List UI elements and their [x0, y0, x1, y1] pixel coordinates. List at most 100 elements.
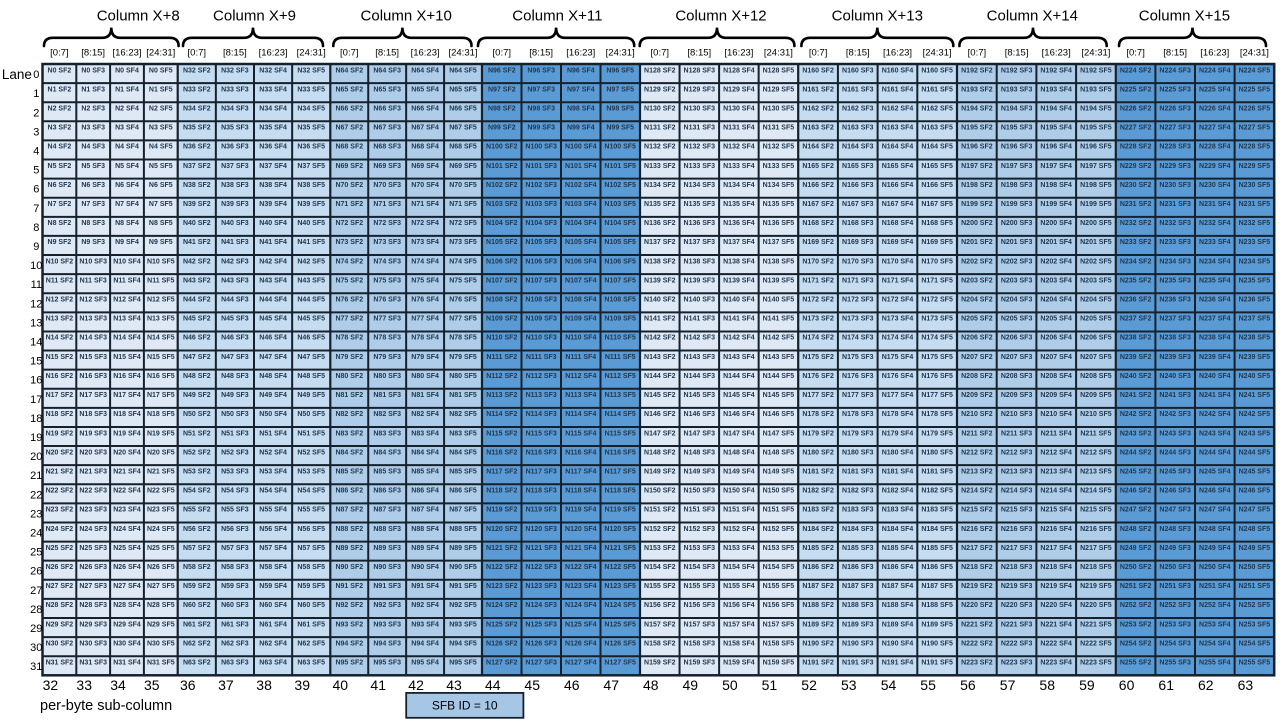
svg-text:N100 SF4: N100 SF4	[565, 144, 597, 151]
svg-text:N211 SF5: N211 SF5	[1080, 430, 1111, 437]
svg-text:N39 SF5: N39 SF5	[297, 201, 325, 208]
svg-text:N59 SF4: N59 SF4	[259, 583, 287, 590]
svg-text:N237 SF2: N237 SF2	[1120, 316, 1152, 323]
svg-text:N159 SF2: N159 SF2	[644, 660, 676, 667]
svg-text:N40 SF3: N40 SF3	[221, 220, 249, 227]
svg-text:[8:15]: [8:15]	[846, 48, 870, 59]
svg-text:N16 SF3: N16 SF3	[79, 373, 107, 380]
svg-text:N174 SF3: N174 SF3	[842, 335, 874, 342]
svg-text:N151 SF2: N151 SF2	[644, 507, 676, 514]
svg-text:N49 SF5: N49 SF5	[297, 392, 325, 399]
svg-text:N5 SF5: N5 SF5	[149, 163, 173, 170]
svg-text:N232 SF2: N232 SF2	[1120, 220, 1152, 227]
svg-text:N51 SF5: N51 SF5	[297, 430, 325, 437]
svg-text:N104 SF4: N104 SF4	[565, 220, 597, 227]
svg-text:N78 SF4: N78 SF4	[411, 335, 439, 342]
svg-text:N84 SF2: N84 SF2	[335, 449, 363, 456]
svg-text:N176 SF2: N176 SF2	[802, 373, 834, 380]
svg-text:N201 SF2: N201 SF2	[961, 239, 993, 246]
svg-text:N137 SF4: N137 SF4	[723, 239, 755, 246]
svg-text:4: 4	[33, 146, 39, 158]
svg-text:N227 SF2: N227 SF2	[1120, 125, 1152, 132]
svg-text:N204 SF2: N204 SF2	[961, 297, 993, 304]
svg-text:N148 SF2: N148 SF2	[644, 449, 676, 456]
svg-text:N179 SF4: N179 SF4	[882, 430, 914, 437]
svg-text:N233 SF2: N233 SF2	[1120, 239, 1152, 246]
svg-text:N134 SF2: N134 SF2	[644, 182, 676, 189]
svg-text:N207 SF4: N207 SF4	[1040, 354, 1072, 361]
svg-text:N249 SF2: N249 SF2	[1120, 545, 1152, 552]
svg-text:N22 SF5: N22 SF5	[147, 488, 175, 495]
svg-text:N102 SF2: N102 SF2	[486, 182, 518, 189]
svg-text:51: 51	[762, 677, 778, 693]
svg-text:N228 SF4: N228 SF4	[1199, 144, 1231, 151]
svg-text:N69 SF5: N69 SF5	[449, 163, 477, 170]
svg-text:N186 SF5: N186 SF5	[921, 564, 953, 571]
svg-text:N53 SF5: N53 SF5	[297, 469, 325, 476]
svg-text:N11 SF3: N11 SF3	[80, 277, 107, 284]
svg-text:N10 SF5: N10 SF5	[147, 258, 175, 265]
svg-text:N8 SF3: N8 SF3	[81, 220, 105, 227]
svg-text:N156 SF5: N156 SF5	[763, 602, 795, 609]
svg-text:42: 42	[408, 677, 424, 693]
svg-text:N177 SF2: N177 SF2	[802, 392, 834, 399]
svg-text:N146 SF3: N146 SF3	[684, 411, 716, 418]
svg-text:N141 SF2: N141 SF2	[644, 316, 676, 323]
svg-text:N185 SF4: N185 SF4	[882, 545, 914, 552]
svg-text:N149 SF3: N149 SF3	[684, 469, 716, 476]
svg-text:N212 SF4: N212 SF4	[1040, 449, 1072, 456]
svg-text:N199 SF5: N199 SF5	[1080, 201, 1112, 208]
svg-text:N212 SF5: N212 SF5	[1080, 449, 1112, 456]
svg-text:35: 35	[144, 677, 160, 693]
svg-text:N149 SF2: N149 SF2	[644, 469, 676, 476]
svg-text:N234 SF2: N234 SF2	[1120, 258, 1152, 265]
svg-text:N38 SF2: N38 SF2	[183, 182, 211, 189]
svg-text:N41 SF3: N41 SF3	[221, 239, 249, 246]
svg-text:19: 19	[30, 432, 42, 444]
svg-text:N219 SF3: N219 SF3	[1001, 583, 1033, 590]
svg-text:N3 SF4: N3 SF4	[115, 125, 139, 132]
svg-text:N117 SF5: N117 SF5	[605, 469, 636, 476]
svg-text:0: 0	[33, 69, 39, 81]
svg-text:N9 SF4: N9 SF4	[115, 239, 139, 246]
svg-text:N35 SF3: N35 SF3	[221, 125, 249, 132]
svg-text:N25 SF5: N25 SF5	[147, 545, 175, 552]
svg-text:N142 SF4: N142 SF4	[723, 335, 755, 342]
svg-text:N170 SF3: N170 SF3	[842, 258, 874, 265]
svg-text:N63 SF4: N63 SF4	[259, 660, 287, 667]
svg-text:N2 SF3: N2 SF3	[81, 106, 105, 113]
svg-text:N78 SF3: N78 SF3	[373, 335, 401, 342]
svg-text:N240 SF4: N240 SF4	[1199, 373, 1231, 380]
svg-text:N90 SF4: N90 SF4	[411, 564, 439, 571]
svg-text:N135 SF3: N135 SF3	[684, 201, 716, 208]
svg-text:N38 SF5: N38 SF5	[297, 182, 325, 189]
svg-text:N206 SF5: N206 SF5	[1080, 335, 1112, 342]
svg-text:N103 SF3: N103 SF3	[525, 201, 557, 208]
svg-text:N44 SF2: N44 SF2	[183, 297, 211, 304]
svg-text:N57 SF3: N57 SF3	[221, 545, 249, 552]
svg-text:N187 SF2: N187 SF2	[802, 583, 834, 590]
svg-text:N58 SF5: N58 SF5	[297, 564, 325, 571]
svg-text:N232 SF5: N232 SF5	[1239, 220, 1271, 227]
svg-text:N61 SF5: N61 SF5	[297, 621, 325, 628]
svg-text:N117 SF4: N117 SF4	[565, 469, 596, 476]
svg-text:N226 SF2: N226 SF2	[1120, 106, 1152, 113]
svg-text:N155 SF3: N155 SF3	[684, 583, 716, 590]
svg-text:N80 SF4: N80 SF4	[411, 373, 439, 380]
svg-text:N131 SF4: N131 SF4	[723, 125, 755, 132]
svg-text:N171 SF5: N171 SF5	[921, 277, 953, 284]
svg-text:N24 SF5: N24 SF5	[147, 526, 175, 533]
svg-text:N137 SF3: N137 SF3	[684, 239, 716, 246]
svg-text:N235 SF2: N235 SF2	[1120, 277, 1152, 284]
svg-text:N150 SF5: N150 SF5	[763, 488, 795, 495]
svg-text:N205 SF5: N205 SF5	[1080, 316, 1112, 323]
svg-text:N91 SF4: N91 SF4	[411, 583, 439, 590]
svg-text:N146 SF4: N146 SF4	[723, 411, 755, 418]
svg-text:N191 SF4: N191 SF4	[882, 660, 914, 667]
svg-text:N241 SF3: N241 SF3	[1159, 392, 1191, 399]
svg-text:N122 SF3: N122 SF3	[525, 564, 557, 571]
svg-text:N135 SF5: N135 SF5	[763, 201, 795, 208]
svg-text:N67 SF4: N67 SF4	[411, 125, 439, 132]
svg-text:N66 SF4: N66 SF4	[411, 106, 439, 113]
svg-text:N95 SF3: N95 SF3	[373, 660, 401, 667]
